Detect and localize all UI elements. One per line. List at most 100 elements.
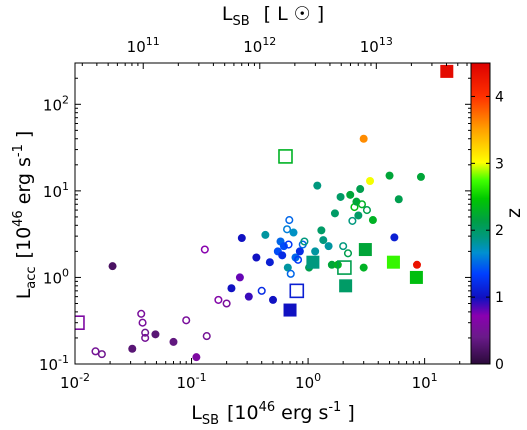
colorbar-tick-label: 1 [495,290,504,306]
top-tick-label: 1011 [127,35,160,56]
data-point-circle [327,260,336,269]
data-point-circle [237,234,246,243]
y-axis-label: Lacc[1046 erg s-1] [11,131,39,300]
colorbar-ticks: 0 1 2 3 4 [471,89,504,373]
data-point-circle [97,350,106,359]
data-point-circle [313,181,322,190]
data-point-circle [169,337,178,346]
data-point-circle [286,269,295,278]
data-point-circle [265,258,274,267]
data-point-circle [128,344,137,353]
data-point-circle [91,347,100,356]
data-point-circle [284,240,293,249]
data-point-square [75,315,85,330]
data-point-circle [182,316,191,325]
data-point-square [306,255,320,269]
data-point-circle [261,230,270,239]
plot-frame [74,62,472,365]
x-tick-label: 100 [295,371,321,392]
top-tick-label: 1013 [360,35,393,56]
colorbar-tick-label: 0 [495,357,504,373]
data-point-circle [192,353,201,362]
data-point-circle [359,134,368,143]
data-point-circle [324,242,333,251]
colorbar-gradient [470,62,491,365]
data-point-circle [346,190,355,199]
y-axis-ticks: 10-1 100 101 102 [39,62,471,374]
data-points [75,64,454,362]
y-tick-label: 100 [43,266,69,287]
data-point-circle [283,225,292,234]
data-point-circle [269,295,277,304]
data-point-circle [394,195,403,204]
data-point-circle [366,177,375,186]
data-point-circle [293,255,303,264]
data-point-circle [200,245,209,254]
x-tick-label: 10-2 [60,371,90,392]
x-tick-label: 10-1 [177,371,207,392]
x-axis-label: LSB [1046 erg s-1] [191,400,355,428]
data-point-square [337,260,352,275]
data-point-square [278,149,293,164]
data-point-circle [227,284,236,293]
data-point-circle [357,200,367,209]
y-tick-label: 102 [43,93,69,114]
data-point-square [386,255,400,269]
data-point-circle [283,263,292,272]
data-point-circle [137,309,146,318]
data-point-circle [138,318,147,327]
data-point-circle [348,216,357,225]
y-tick-label: 101 [43,180,69,201]
data-point-circle [385,171,394,180]
data-point-circle [300,237,309,246]
data-point-circle [354,211,363,220]
colorbar: 0 1 2 3 4 [470,62,504,373]
data-point-circle [356,185,365,194]
data-point-circle [141,328,150,337]
data-point-circle [279,242,288,251]
colorbar-tick-label: 3 [495,156,504,172]
data-point-circle [214,295,223,304]
data-point-square [409,270,423,284]
data-point-circle [252,253,261,262]
data-point-circle [257,286,266,295]
data-point-circle [336,192,345,201]
data-point-circle [285,216,294,225]
colorbar-tick-label: 4 [495,89,504,105]
data-point-circle [108,262,117,271]
data-point-circle [278,251,287,260]
data-point-circle [244,292,253,301]
data-point-circle [319,236,328,245]
data-point-square [339,279,353,293]
data-point-square [440,64,454,78]
x-tick-label: 101 [412,371,438,392]
x-axis-ticks: 10-2 10-1 100 101 [60,358,461,392]
data-point-circle [359,263,368,272]
data-point-circle [202,332,211,341]
data-point-circle [339,242,348,251]
data-point-circle [311,247,320,256]
y-tick-label: 10-1 [39,353,69,374]
data-point-square [358,243,372,257]
data-point-circle [235,273,244,282]
colorbar-label: z [503,208,525,218]
data-point-circle [412,260,421,269]
data-point-circle [368,216,377,225]
data-point-circle [222,299,231,308]
data-point-circle [151,330,160,339]
data-point-circle [343,249,353,258]
data-point-circle [295,247,304,256]
data-point-circle [390,233,399,242]
data-point-circle [416,172,425,181]
colorbar-tick-label: 2 [495,223,504,239]
data-point-circle [141,333,150,342]
data-point-circle [362,206,372,215]
data-point-circle [317,226,326,235]
top-axis-ticks: 1011 1012 1013 [81,35,468,69]
data-point-square [283,303,297,317]
top-tick-label: 1012 [243,35,276,56]
top-axis-label: LSB[ L ☉] [222,3,324,29]
data-point-circle [289,228,298,237]
data-point-square [289,283,305,299]
